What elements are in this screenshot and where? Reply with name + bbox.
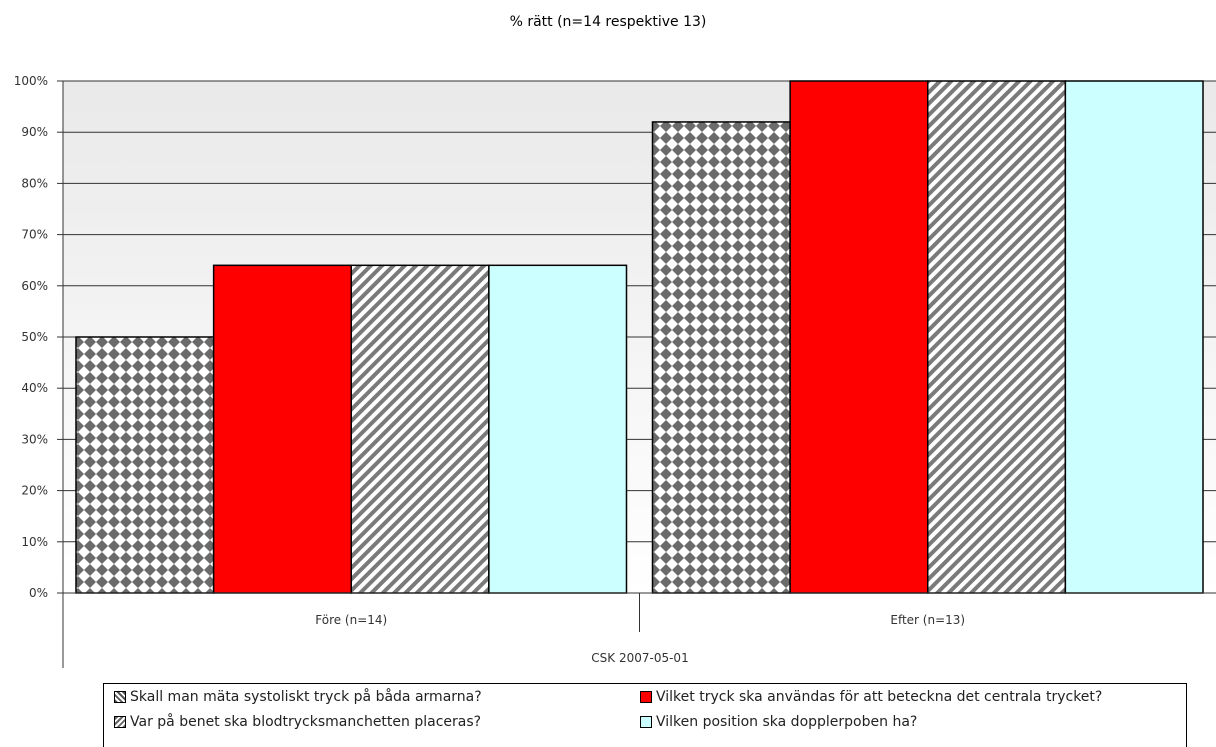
y-tick-label: 40% xyxy=(21,381,48,395)
y-tick-label: 30% xyxy=(21,432,48,446)
legend-label: Vilket tryck ska användas för att beteck… xyxy=(656,689,1103,705)
legend-label: Vilken position ska dopplerpoben ha? xyxy=(656,714,918,730)
bar xyxy=(212,264,352,594)
bar xyxy=(350,264,490,594)
legend-label: Var på benet ska blodtrycksmanchetten pl… xyxy=(130,714,482,730)
category-label: Före (n=14) xyxy=(315,613,387,627)
legend: Skall man mäta systoliskt tryck på båda … xyxy=(103,683,1187,747)
bar xyxy=(651,121,791,594)
legend-item-3: Var på benet ska blodtrycksmanchetten pl… xyxy=(114,714,481,730)
legend-item-4: Vilken position ska dopplerpoben ha? xyxy=(640,714,917,730)
y-tick-label: 10% xyxy=(21,535,48,549)
x-axis: Före (n=14) Efter (n=13) xyxy=(62,81,1216,668)
legend-item-2: Vilket tryck ska användas för att beteck… xyxy=(640,689,1102,705)
y-tick-label: 70% xyxy=(21,228,48,242)
legend-swatch-cyan xyxy=(640,716,652,728)
bar xyxy=(927,80,1067,594)
legend-label: Skall man mäta systoliskt tryck på båda … xyxy=(130,689,482,705)
legend-swatch-red xyxy=(640,691,652,703)
bar-chart: % rätt (n=14 respektive 13) 0% 10% 20% 30% 4… xyxy=(14,14,1216,668)
y-tick-label: 100% xyxy=(14,74,48,88)
y-tick-label: 80% xyxy=(21,176,48,190)
bar xyxy=(75,336,215,594)
y-tick-label: 90% xyxy=(21,125,48,139)
bars xyxy=(75,80,1204,594)
y-axis-ticks: 0% 10% 20% 30% 40% 50% 60% 70% 80% 90% 100% xyxy=(14,74,63,600)
legend-swatch-stripe xyxy=(114,716,126,728)
chart-title: % rätt (n=14 respektive 13) xyxy=(510,14,707,30)
bar xyxy=(789,80,929,594)
bar xyxy=(1064,80,1204,594)
legend-swatch-diamond xyxy=(114,691,126,703)
legend-item-1: Skall man mäta systoliskt tryck på båda … xyxy=(114,689,482,705)
category-label: Efter (n=13) xyxy=(890,613,965,627)
bar xyxy=(488,264,628,594)
y-tick-label: 20% xyxy=(21,484,48,498)
y-tick-label: 60% xyxy=(21,279,48,293)
y-tick-label: 0% xyxy=(29,586,48,600)
x-axis-label: CSK 2007-05-01 xyxy=(591,651,688,665)
y-tick-label: 50% xyxy=(21,330,48,344)
